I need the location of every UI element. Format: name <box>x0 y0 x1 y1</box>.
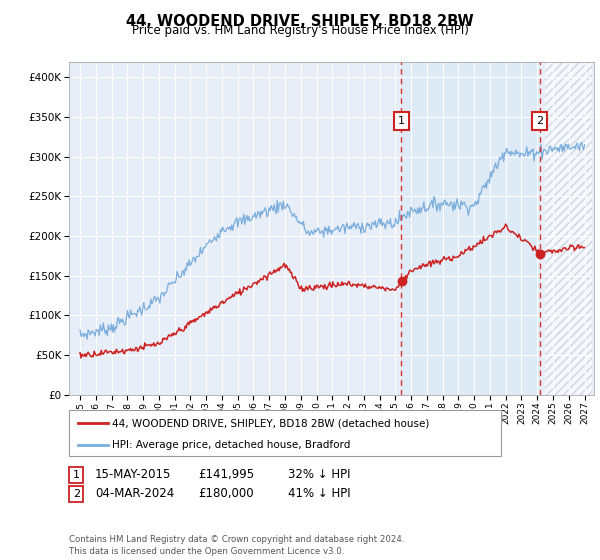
Text: 04-MAR-2024: 04-MAR-2024 <box>95 487 174 501</box>
Text: £180,000: £180,000 <box>198 487 254 501</box>
Text: HPI: Average price, detached house, Bradford: HPI: Average price, detached house, Brad… <box>112 440 350 450</box>
Text: 2: 2 <box>536 116 544 126</box>
Text: Contains HM Land Registry data © Crown copyright and database right 2024.
This d: Contains HM Land Registry data © Crown c… <box>69 535 404 556</box>
Text: 15-MAY-2015: 15-MAY-2015 <box>95 468 171 482</box>
Text: 44, WOODEND DRIVE, SHIPLEY, BD18 2BW (detached house): 44, WOODEND DRIVE, SHIPLEY, BD18 2BW (de… <box>112 418 430 428</box>
Text: 1: 1 <box>398 116 404 126</box>
Text: Price paid vs. HM Land Registry's House Price Index (HPI): Price paid vs. HM Land Registry's House … <box>131 24 469 37</box>
Text: 44, WOODEND DRIVE, SHIPLEY, BD18 2BW: 44, WOODEND DRIVE, SHIPLEY, BD18 2BW <box>126 14 474 29</box>
Bar <box>401 62 540 395</box>
Text: 32% ↓ HPI: 32% ↓ HPI <box>288 468 350 482</box>
Text: £141,995: £141,995 <box>198 468 254 482</box>
Text: 1: 1 <box>73 470 80 480</box>
Text: 41% ↓ HPI: 41% ↓ HPI <box>288 487 350 501</box>
Text: 2: 2 <box>73 489 80 499</box>
Bar <box>545 62 592 395</box>
